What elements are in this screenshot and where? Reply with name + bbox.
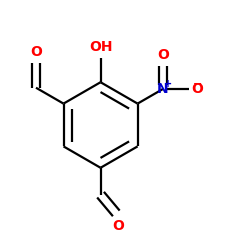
Text: O: O bbox=[112, 219, 124, 233]
Text: O: O bbox=[30, 45, 42, 59]
Text: O: O bbox=[191, 82, 203, 96]
Text: OH: OH bbox=[89, 40, 112, 54]
Text: N: N bbox=[157, 82, 169, 96]
Text: +: + bbox=[164, 78, 172, 88]
Text: O: O bbox=[157, 48, 169, 62]
Text: −: − bbox=[193, 79, 202, 89]
